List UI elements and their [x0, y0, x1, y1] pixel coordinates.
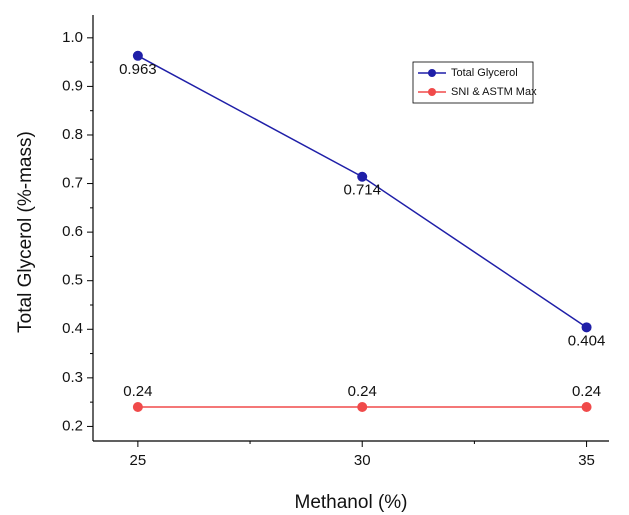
data-label: 0.24: [123, 383, 152, 400]
data-point: [132, 50, 143, 61]
data-point: [132, 401, 143, 412]
y-tick-label: 0.7: [62, 175, 83, 192]
data-point: [357, 401, 368, 412]
data-point: [357, 171, 368, 182]
data-label: 0.404: [568, 332, 606, 349]
data-point: [581, 322, 592, 333]
data-point: [581, 401, 592, 412]
y-tick-label: 0.6: [62, 223, 83, 240]
legend-marker: [428, 69, 436, 77]
y-axis-title: Total Glycerol (%-mass): [15, 131, 36, 333]
y-tick-label: 0.9: [62, 77, 83, 94]
legend-label: Total Glycerol: [451, 67, 518, 79]
y-tick-label: 0.4: [62, 320, 83, 337]
legend-label: SNI & ASTM Max: [451, 86, 537, 98]
y-tick-label: 0.5: [62, 272, 83, 289]
y-tick-label: 0.8: [62, 126, 83, 143]
data-label: 0.24: [348, 383, 377, 400]
x-axis-title: Methanol (%): [295, 492, 408, 513]
y-tick-label: 1.0: [62, 29, 83, 46]
legend-marker: [428, 88, 436, 96]
data-label: 0.24: [572, 383, 601, 400]
y-tick-label: 0.3: [62, 369, 83, 386]
y-tick-label: 0.2: [62, 417, 83, 434]
x-tick-label: 30: [354, 452, 371, 469]
x-tick-label: 25: [130, 452, 147, 469]
x-tick-label: 35: [578, 452, 595, 469]
legend-box: [412, 61, 534, 104]
data-label: 0.963: [119, 61, 157, 78]
data-label: 0.714: [343, 182, 381, 199]
